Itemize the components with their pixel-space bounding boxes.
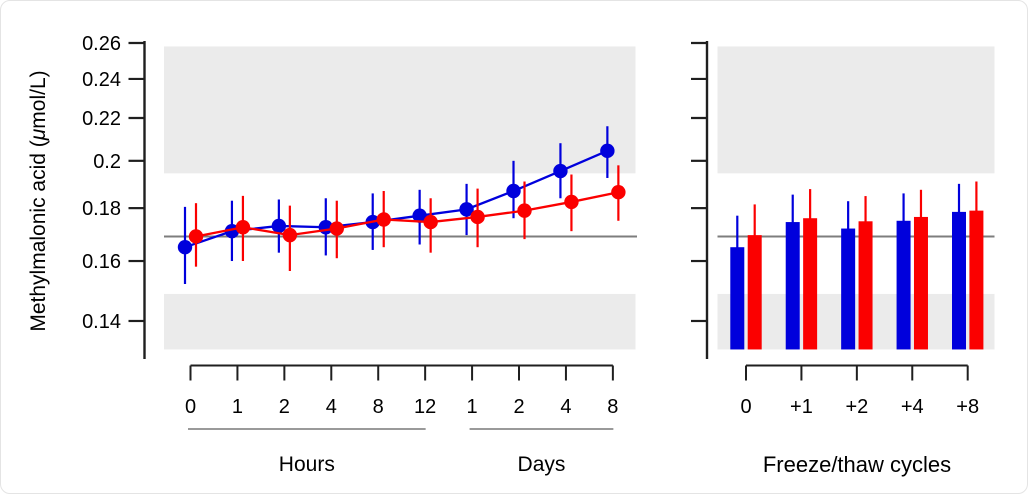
data-point <box>506 183 521 199</box>
x-tick-label: 4 <box>326 396 337 418</box>
data-point <box>600 143 615 159</box>
reference-band <box>717 46 995 174</box>
x-tick-label: 2 <box>513 396 524 418</box>
x-tick-label: 12 <box>414 396 436 418</box>
data-point <box>611 185 626 200</box>
data-point <box>376 212 391 227</box>
data-point <box>329 221 344 236</box>
y-axis-title: Methylmalonic acid (μmol/L) <box>27 70 50 331</box>
x-tick-label: +1 <box>790 396 813 418</box>
y-tick-label: 0.22 <box>82 108 121 130</box>
bar-series-blue <box>730 183 966 350</box>
bar <box>785 222 800 350</box>
data-point <box>423 214 438 230</box>
x-group-label: Hours <box>279 453 335 476</box>
bar <box>969 210 984 350</box>
bar <box>841 228 856 350</box>
data-point <box>564 194 579 210</box>
y-tick-label: 0.18 <box>82 198 121 220</box>
data-point <box>553 163 568 179</box>
time-panel: 0.260.240.220.20.180.160.140 1 2 4 8 12 1 2 4 8Ho… <box>82 33 637 476</box>
data-point <box>517 203 532 218</box>
reference-band <box>717 293 995 350</box>
data-point <box>235 220 251 235</box>
data-point <box>271 218 287 234</box>
x-tick-label: 8 <box>607 396 618 418</box>
data-point <box>412 208 427 223</box>
series-red <box>188 165 626 271</box>
bar-series-red <box>747 181 984 350</box>
reference-band <box>164 46 636 174</box>
x-tick-label: +8 <box>956 396 979 418</box>
x-tick-label: +2 <box>845 396 868 418</box>
x-tick-label: 0 <box>740 396 751 418</box>
x-tick-label: 0 <box>185 396 196 418</box>
bar <box>730 247 745 350</box>
x-tick-label: 4 <box>560 396 571 418</box>
x-tick-label: 8 <box>373 396 384 418</box>
bar <box>803 218 818 350</box>
bar <box>896 220 911 350</box>
y-tick-label: 0.2 <box>93 151 121 173</box>
y-tick-label: 0.16 <box>82 251 121 273</box>
y-tick-label: 0.24 <box>82 69 121 91</box>
x-tick-label: 1 <box>467 396 478 418</box>
data-point <box>459 202 474 217</box>
data-point <box>282 227 298 243</box>
y-tick-label: 0.26 <box>82 33 121 55</box>
freeze-thaw-panel: 0 +1 +2 +4 +8 Freeze/thaw cycles <box>691 41 995 477</box>
x-tick-label: 2 <box>279 396 290 418</box>
data-point <box>470 209 485 225</box>
data-point <box>188 229 204 244</box>
series-line <box>195 191 619 238</box>
x-tick-label: 1 <box>232 396 243 418</box>
data-point <box>177 240 193 255</box>
x-tick-label: +4 <box>901 396 924 418</box>
x-axis-title: Freeze/thaw cycles <box>763 452 951 477</box>
bar <box>913 216 928 350</box>
x-group-label: Days <box>518 453 566 476</box>
bar <box>858 221 873 350</box>
reference-band <box>164 293 636 350</box>
y-tick-label: 0.14 <box>82 311 121 333</box>
bar <box>952 211 966 350</box>
bar <box>747 235 762 350</box>
